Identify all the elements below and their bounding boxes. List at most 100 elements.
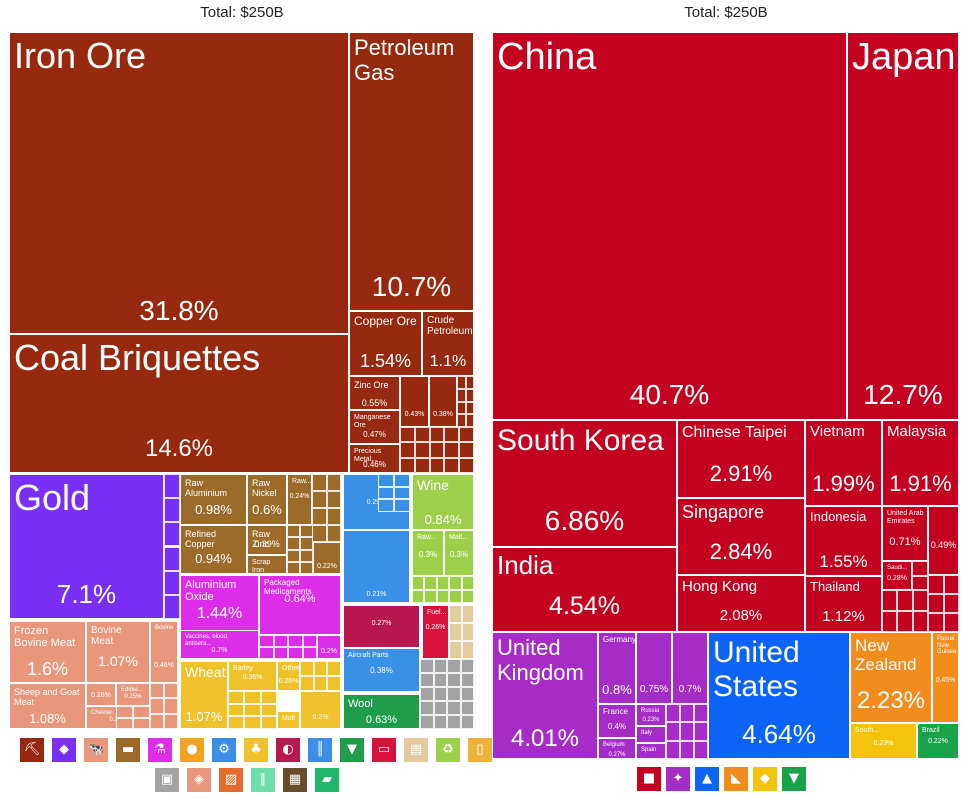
product-tile[interactable]: Zinc Ore 0.55% xyxy=(349,376,400,410)
textiles-icon[interactable]: ▼ xyxy=(340,738,364,762)
chemical-products-icon[interactable]: ⚗ xyxy=(148,738,172,762)
minor-tile xyxy=(326,525,341,542)
minor-tile xyxy=(259,647,274,659)
product-tile[interactable]: Raw Zinc 0.39% xyxy=(247,525,287,555)
destination-tile[interactable]: Vietnam 1.99% xyxy=(805,420,882,506)
product-tile[interactable]: Bovine 0.46% xyxy=(150,621,178,683)
product-tile[interactable]: Gold 7.1% xyxy=(9,474,164,619)
metals-icon[interactable]: ▬ xyxy=(116,738,140,762)
destination-tile[interactable]: United Kingdom 4.01% xyxy=(492,632,598,759)
vegetable-products-icon[interactable]: ● xyxy=(180,738,204,762)
product-tile[interactable]: Vaccines, blood, antisera... 0.7% xyxy=(180,630,259,659)
miscellaneous-icon[interactable]: ♻ xyxy=(436,738,460,762)
destination-tile[interactable]: 0.49% xyxy=(928,506,959,575)
destination-tile[interactable]: Hong Kong 2.08% xyxy=(677,575,805,632)
product-tile[interactable]: Coal Briquettes 14.6% xyxy=(9,334,349,473)
destination-tile[interactable]: France 0.4% xyxy=(598,704,636,738)
wood-products-icon[interactable]: ▨ xyxy=(219,768,243,792)
plastics-and-rubbers-icon[interactable]: ▭ xyxy=(372,738,396,762)
product-tile[interactable]: Manganese Ore 0.47% xyxy=(349,410,400,444)
destination-tile[interactable]: Belgium 0.27% xyxy=(598,738,636,759)
north-america-icon[interactable]: ▲ xyxy=(695,767,719,791)
product-tile[interactable]: 0.21% xyxy=(343,530,410,603)
product-tile[interactable]: Sheep and Goat Meat 1.08% xyxy=(9,683,86,729)
product-tile[interactable]: Frozen Bovine Meat 1.6% xyxy=(9,621,86,683)
destination-tile[interactable]: Spain xyxy=(636,743,666,759)
destination-tile[interactable]: Indonesia 1.55% xyxy=(805,506,882,576)
destination-tile[interactable]: 0.75% xyxy=(636,632,672,704)
animal-and-vegetable-bi-products-icon[interactable]: ▯ xyxy=(468,738,492,762)
destination-tile[interactable]: South Korea 6.86% xyxy=(492,420,677,547)
destination-tile[interactable]: Thailand 1.12% xyxy=(805,576,882,632)
destination-tile[interactable]: Saudi... 0.28% xyxy=(882,561,912,590)
product-tile[interactable]: Bovine Meat 1.07% xyxy=(86,621,150,683)
foodstuffs-icon[interactable]: ♣ xyxy=(244,738,268,762)
product-tile[interactable]: Wheat 1.07% xyxy=(180,661,228,729)
minor-tile xyxy=(459,427,474,443)
asia-icon[interactable]: ■ xyxy=(637,767,661,791)
destination-tile[interactable]: Chinese Taipei 2.91% xyxy=(677,420,805,498)
product-tile[interactable]: 0.2% xyxy=(317,635,341,659)
transportation-icon[interactable]: ║ xyxy=(308,738,332,762)
product-tile[interactable]: Barley 0.36% xyxy=(228,661,277,691)
animal-hides-icon[interactable]: ◈ xyxy=(187,768,211,792)
product-tile[interactable]: Malt... 0.3% xyxy=(444,530,474,576)
arts-and-antiques-icon[interactable]: ▦ xyxy=(283,768,307,792)
south-america-icon[interactable]: ▼ xyxy=(782,767,806,791)
product-tile[interactable]: Petroleum Gas 10.7% xyxy=(349,32,474,311)
destination-tile[interactable]: Papua New Guinea 0.45% xyxy=(932,632,959,723)
oceania-icon[interactable]: ◣ xyxy=(724,767,748,791)
product-tile[interactable]: Crude Petroleum 1.1% xyxy=(422,311,474,376)
precious-metals-icon[interactable]: ◆ xyxy=(52,738,76,762)
destination-tile[interactable]: Japan 12.7% xyxy=(847,32,959,420)
product-tile[interactable]: Other... 0.26% xyxy=(277,661,300,691)
stone-and-glass-icon[interactable]: ▣ xyxy=(155,768,179,792)
footwear-and-headwear-icon[interactable]: ▰ xyxy=(315,768,339,792)
product-tile[interactable]: Iron Ore 31.8% xyxy=(9,32,349,334)
destination-tile[interactable]: India 4.54% xyxy=(492,547,677,632)
machines-icon[interactable]: ⚙ xyxy=(212,738,236,762)
product-tile[interactable]: 0.2% xyxy=(300,691,341,729)
product-tile[interactable]: Raw... 0.24% xyxy=(287,474,312,525)
product-tile[interactable]: Aircraft Parts 0.38% xyxy=(343,648,420,692)
africa-icon[interactable]: ◆ xyxy=(753,767,777,791)
product-tile[interactable]: 0.27% xyxy=(343,605,420,648)
instruments-icon[interactable]: ◐ xyxy=(276,738,300,762)
minor-tile xyxy=(444,427,460,443)
destination-tile[interactable]: United States 4.64% xyxy=(708,632,850,759)
paper-goods-icon[interactable]: ▤ xyxy=(404,738,428,762)
product-tile[interactable]: 0.28% xyxy=(86,683,116,706)
product-tile[interactable]: Wool 0.63% xyxy=(343,694,420,729)
product-tile[interactable]: Copper Ore 1.54% xyxy=(349,311,422,376)
destination-tile[interactable]: South... 0.29% xyxy=(850,723,917,759)
product-tile[interactable]: Raw Aluminium 0.98% xyxy=(180,474,247,525)
product-tile[interactable]: Precious Metal... 0.46% xyxy=(349,444,400,473)
destination-tile[interactable]: Malaysia 1.91% xyxy=(882,420,959,506)
minor-tile xyxy=(449,641,462,659)
destination-tile[interactable]: Singapore 2.84% xyxy=(677,498,805,575)
destination-tile[interactable]: Russia 0.23% xyxy=(636,704,666,726)
destination-tile[interactable]: New Zealand 2.23% xyxy=(850,632,932,723)
destination-tile[interactable]: Italy xyxy=(636,726,666,743)
product-tile[interactable]: Malt xyxy=(277,711,300,729)
europe-icon[interactable]: ✦ xyxy=(666,767,690,791)
product-tile[interactable]: 0.43% xyxy=(400,376,429,427)
product-tile[interactable]: Fuel... 0.26% xyxy=(422,605,449,659)
product-tile[interactable]: Raw Nickel 0.6% xyxy=(247,474,287,525)
product-tile[interactable]: Edible... 0.25% xyxy=(116,683,150,706)
product-tile[interactable]: Wine 0.84% xyxy=(412,474,474,530)
product-tile[interactable]: 0.22% xyxy=(313,542,341,574)
product-tile[interactable]: Scrap Iron xyxy=(247,555,287,574)
weapons-icon[interactable]: ∥ xyxy=(251,768,275,792)
product-tile[interactable]: Raw... 0.3% xyxy=(412,530,444,576)
product-tile[interactable]: Packaged Medicaments 0.64% xyxy=(259,575,341,635)
mineral-products-icon[interactable]: ⛏ xyxy=(20,738,44,762)
destination-tile[interactable]: Germany 0.8% xyxy=(598,632,636,704)
destination-tile[interactable]: Brazil 0.22% xyxy=(917,723,959,759)
destination-tile[interactable]: United Arab Emirates 0.71% xyxy=(882,506,928,561)
product-tile[interactable]: 0.38% xyxy=(429,376,457,427)
product-tile[interactable]: Refined Copper 0.94% xyxy=(180,525,247,574)
animal-products-icon[interactable]: 🐄 xyxy=(84,738,108,762)
destination-tile[interactable]: China 40.7% xyxy=(492,32,847,420)
destination-tile[interactable]: 0.7% xyxy=(672,632,708,704)
